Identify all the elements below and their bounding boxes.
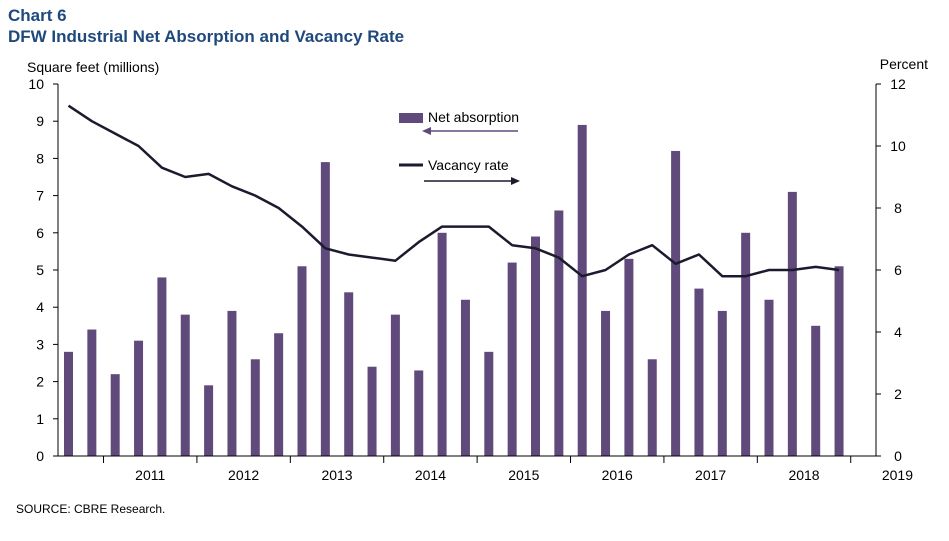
bar-series bbox=[64, 124, 844, 457]
y-left-tick-label: 7 bbox=[36, 188, 44, 204]
y-left-tick-label: 4 bbox=[36, 299, 44, 315]
y-left-tick-label: 0 bbox=[36, 448, 44, 464]
absorption-bar bbox=[834, 266, 844, 456]
y-right-tick-label: 0 bbox=[894, 448, 902, 464]
absorption-bar bbox=[250, 359, 260, 456]
absorption-bar bbox=[741, 232, 751, 456]
y-left-tick-label: 1 bbox=[36, 411, 44, 427]
absorption-bar bbox=[601, 310, 611, 456]
absorption-bar bbox=[787, 191, 797, 456]
x-year-label: 2011 bbox=[135, 467, 165, 483]
legend: Net absorption Vacancy rate bbox=[399, 109, 520, 185]
x-year-label: 2017 bbox=[695, 467, 726, 483]
y-left-tick-label: 10 bbox=[28, 76, 44, 92]
y-axis-right-label: Percent bbox=[880, 56, 928, 72]
legend-net-absorption-label: Net absorption bbox=[428, 109, 519, 125]
absorption-bar bbox=[180, 314, 190, 456]
x-year-label: 2012 bbox=[228, 467, 259, 483]
absorption-bar bbox=[437, 232, 447, 456]
absorption-bar bbox=[577, 124, 587, 457]
y-axis-left-label: Square feet (millions) bbox=[27, 59, 159, 75]
y-left-tick-label: 6 bbox=[36, 225, 44, 241]
absorption-bar bbox=[157, 277, 167, 456]
absorption-bar bbox=[227, 310, 237, 456]
absorption-bar bbox=[320, 162, 330, 456]
absorption-bar bbox=[531, 236, 540, 456]
absorption-bar bbox=[87, 329, 97, 456]
absorption-bar bbox=[274, 333, 284, 456]
legend-vacancy-rate-label: Vacancy rate bbox=[428, 157, 509, 173]
chart-title: DFW Industrial Net Absorption and Vacanc… bbox=[8, 27, 405, 46]
y-right-tick-label: 10 bbox=[890, 138, 906, 154]
absorption-bar bbox=[694, 288, 704, 456]
absorption-bar bbox=[344, 292, 354, 456]
x-year-label: 2018 bbox=[788, 467, 819, 483]
absorption-bar bbox=[484, 351, 494, 456]
absorption-bar bbox=[367, 366, 377, 456]
vacancy-rate-line bbox=[67, 104, 840, 278]
legend-left-arrowhead-icon bbox=[422, 127, 431, 135]
y-right-tick-label: 12 bbox=[890, 76, 906, 92]
absorption-bar bbox=[390, 314, 400, 456]
x-year-label: 2015 bbox=[508, 467, 539, 483]
line-series bbox=[67, 104, 840, 278]
y-left-tick-label: 8 bbox=[36, 150, 44, 166]
axes bbox=[57, 84, 877, 457]
absorption-bar bbox=[460, 299, 470, 456]
absorption-bar bbox=[134, 340, 144, 456]
chart-number: Chart 6 bbox=[8, 6, 67, 25]
absorption-bar bbox=[297, 266, 307, 456]
y-left-tick-label: 9 bbox=[36, 113, 44, 129]
x-year-label: 2013 bbox=[321, 467, 352, 483]
absorption-bar bbox=[624, 258, 634, 456]
absorption-bar bbox=[507, 262, 517, 456]
y-right-tick-label: 2 bbox=[894, 386, 902, 402]
absorption-bar bbox=[110, 374, 120, 456]
absorption-bar bbox=[64, 351, 73, 456]
absorption-bar bbox=[204, 385, 214, 456]
absorption-bar bbox=[414, 370, 424, 456]
y-left-tick-label: 3 bbox=[36, 336, 44, 352]
absorption-bar bbox=[554, 210, 564, 456]
x-axis-labels: 2011 2012 2013 2014 2015 2016 2017 2018 2019 bbox=[103, 456, 913, 483]
y-right-tick-label: 6 bbox=[894, 262, 902, 278]
x-year-label: 2014 bbox=[415, 467, 446, 483]
legend-right-arrowhead-icon bbox=[511, 177, 520, 185]
y-right-tick-label: 8 bbox=[894, 200, 902, 216]
y-axis-left-ticks: 0 1 2 3 4 5 6 7 8 9 10 bbox=[28, 76, 58, 464]
legend-bar-swatch bbox=[399, 113, 423, 123]
absorption-bar bbox=[671, 150, 681, 456]
absorption-bar bbox=[811, 325, 821, 456]
y-left-tick-label: 2 bbox=[36, 374, 44, 390]
absorption-bar bbox=[647, 359, 657, 456]
absorption-bar bbox=[764, 299, 774, 456]
absorption-bar bbox=[717, 310, 727, 456]
x-year-label: 2016 bbox=[602, 467, 633, 483]
y-right-tick-label: 4 bbox=[894, 324, 902, 340]
y-left-tick-label: 5 bbox=[36, 262, 44, 278]
y-axis-right-ticks: 0 2 4 6 8 10 12 bbox=[876, 76, 906, 464]
x-year-label: 2019 bbox=[882, 467, 913, 483]
source-note: SOURCE: CBRE Research. bbox=[16, 502, 166, 516]
